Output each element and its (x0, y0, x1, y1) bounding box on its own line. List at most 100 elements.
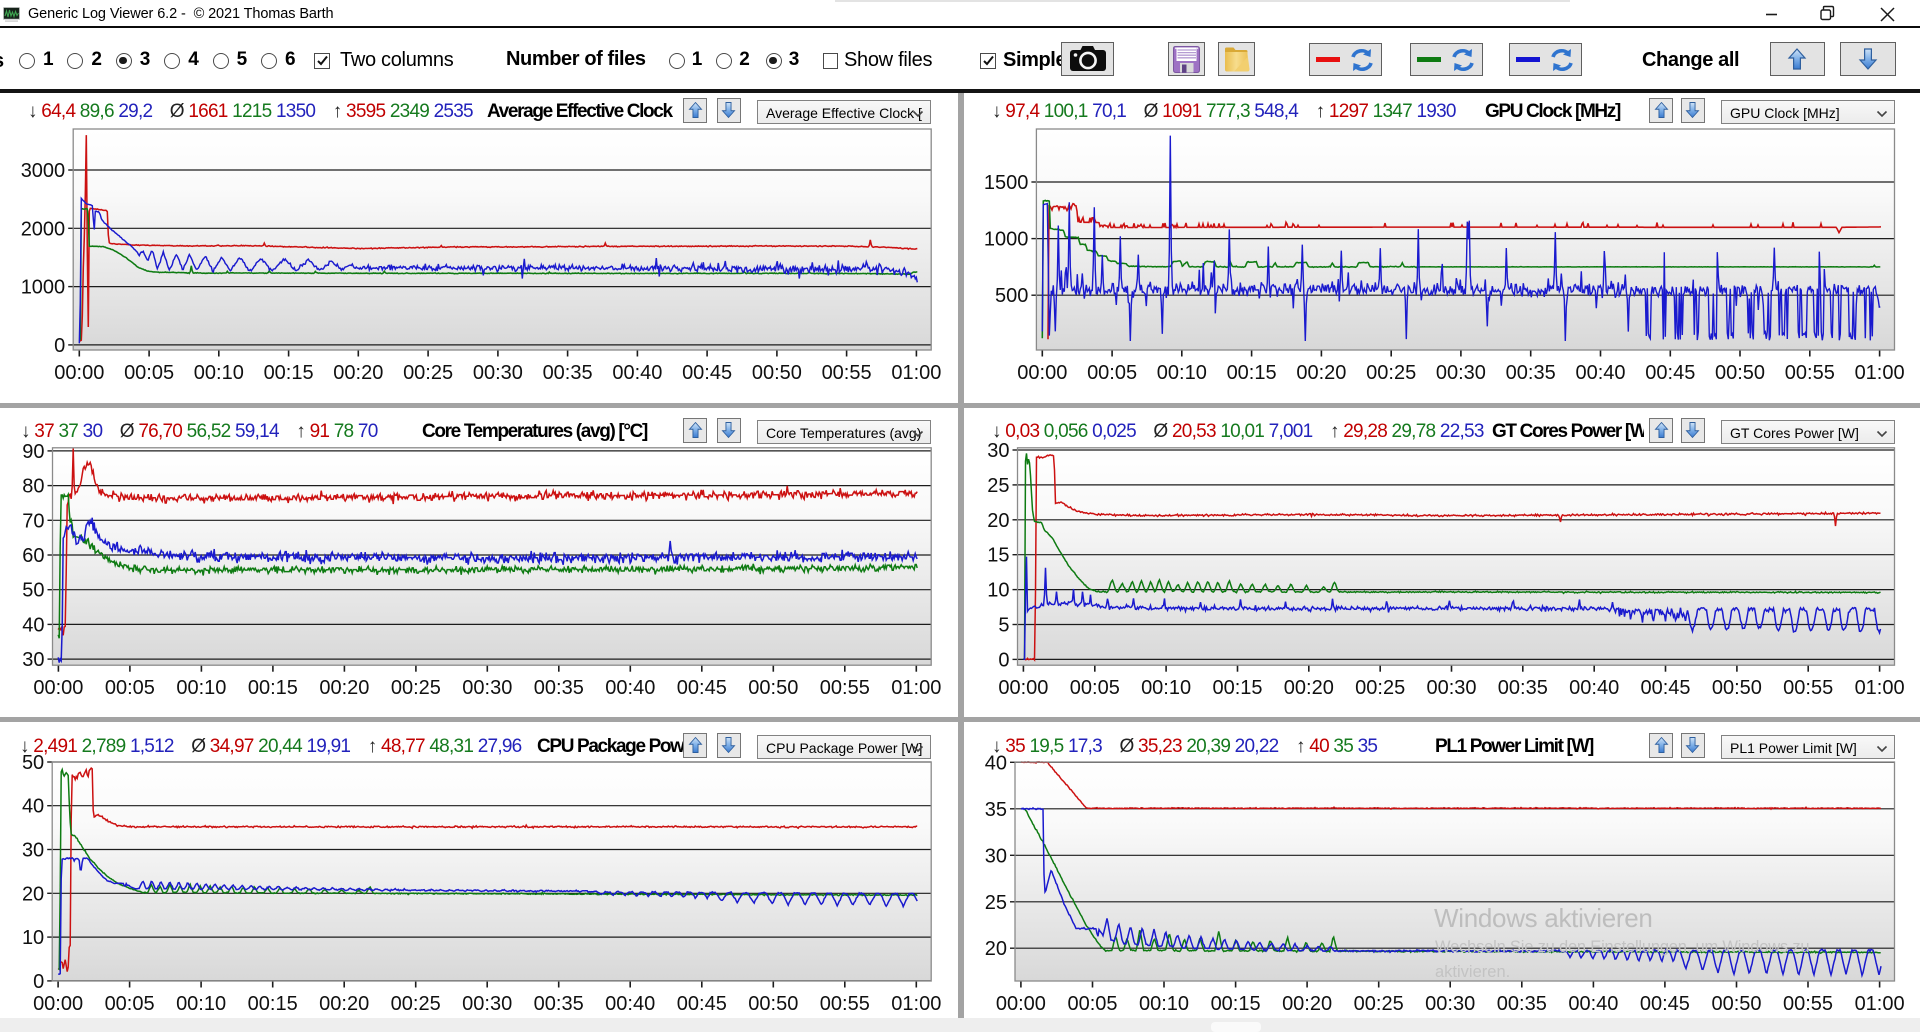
svg-text:00:50: 00:50 (748, 677, 798, 699)
svg-text:1500: 1500 (984, 172, 1029, 194)
svg-text:30: 30 (22, 840, 44, 862)
svg-text:01:00: 01:00 (891, 993, 941, 1015)
svg-text:0: 0 (54, 335, 65, 357)
svg-text:50: 50 (22, 752, 44, 774)
svg-text:00:05: 00:05 (1067, 993, 1117, 1015)
svg-text:00:25: 00:25 (391, 993, 441, 1015)
svg-text:00:40: 00:40 (605, 993, 655, 1015)
svg-text:00:45: 00:45 (677, 993, 727, 1015)
svg-text:00:25: 00:25 (1354, 993, 1404, 1015)
svg-text:00:45: 00:45 (677, 677, 727, 699)
svg-text:00:30: 00:30 (1436, 362, 1486, 384)
svg-text:00:00: 00:00 (996, 993, 1046, 1015)
svg-text:00:55: 00:55 (820, 677, 870, 699)
svg-text:01:00: 01:00 (891, 362, 941, 384)
svg-text:00:40: 00:40 (605, 677, 655, 699)
svg-text:00:00: 00:00 (998, 677, 1048, 699)
svg-text:00:25: 00:25 (1355, 677, 1405, 699)
svg-text:0: 0 (33, 971, 44, 993)
svg-text:00:45: 00:45 (1645, 362, 1695, 384)
svg-text:500: 500 (995, 285, 1028, 307)
svg-text:00:45: 00:45 (682, 362, 732, 384)
svg-text:00:20: 00:20 (319, 993, 369, 1015)
svg-text:00:45: 00:45 (1640, 677, 1690, 699)
svg-text:00:40: 00:40 (1575, 362, 1625, 384)
svg-text:00:00: 00:00 (1017, 362, 1067, 384)
svg-text:40: 40 (22, 614, 44, 636)
svg-text:60: 60 (22, 545, 44, 567)
svg-text:00:35: 00:35 (1506, 362, 1556, 384)
svg-text:20: 20 (985, 938, 1007, 960)
svg-text:50: 50 (22, 580, 44, 602)
svg-text:00:15: 00:15 (248, 993, 298, 1015)
svg-text:30: 30 (985, 845, 1007, 867)
svg-text:80: 80 (22, 476, 44, 498)
svg-text:00:55: 00:55 (822, 362, 872, 384)
svg-text:00:30: 00:30 (462, 993, 512, 1015)
svg-text:00:10: 00:10 (1157, 362, 1207, 384)
svg-text:1000: 1000 (21, 277, 66, 299)
svg-text:00:20: 00:20 (319, 677, 369, 699)
svg-text:00:35: 00:35 (543, 362, 593, 384)
svg-text:00:25: 00:25 (1366, 362, 1416, 384)
svg-text:00:20: 00:20 (333, 362, 383, 384)
svg-text:00:10: 00:10 (176, 677, 226, 699)
svg-text:00:00: 00:00 (33, 677, 83, 699)
svg-text:00:00: 00:00 (54, 362, 104, 384)
svg-text:01:00: 01:00 (1855, 993, 1905, 1015)
svg-text:00:50: 00:50 (752, 362, 802, 384)
svg-text:00:15: 00:15 (1211, 993, 1261, 1015)
svg-text:15: 15 (987, 545, 1009, 567)
svg-text:00:00: 00:00 (33, 993, 83, 1015)
svg-text:00:45: 00:45 (1640, 993, 1690, 1015)
svg-text:00:50: 00:50 (1711, 993, 1761, 1015)
svg-text:1000: 1000 (984, 229, 1029, 251)
svg-text:0: 0 (998, 649, 1009, 671)
svg-text:40: 40 (985, 752, 1007, 774)
svg-text:00:55: 00:55 (1783, 993, 1833, 1015)
svg-text:00:05: 00:05 (1070, 677, 1120, 699)
svg-text:00:35: 00:35 (1497, 993, 1547, 1015)
svg-text:00:05: 00:05 (1087, 362, 1137, 384)
svg-text:00:30: 00:30 (1425, 993, 1475, 1015)
svg-text:40: 40 (22, 796, 44, 818)
svg-text:00:15: 00:15 (1227, 362, 1277, 384)
svg-text:10: 10 (987, 580, 1009, 602)
svg-text:30: 30 (987, 440, 1009, 462)
svg-text:00:40: 00:40 (1568, 993, 1618, 1015)
svg-text:00:10: 00:10 (1141, 677, 1191, 699)
svg-text:00:25: 00:25 (391, 677, 441, 699)
svg-text:00:15: 00:15 (248, 677, 298, 699)
svg-text:00:20: 00:20 (1282, 993, 1332, 1015)
svg-text:00:30: 00:30 (1426, 677, 1476, 699)
svg-text:10: 10 (22, 927, 44, 949)
svg-text:20: 20 (22, 883, 44, 905)
svg-text:00:15: 00:15 (264, 362, 314, 384)
svg-text:00:25: 00:25 (403, 362, 453, 384)
svg-text:00:30: 00:30 (473, 362, 523, 384)
svg-text:00:10: 00:10 (194, 362, 244, 384)
svg-text:25: 25 (985, 892, 1007, 914)
svg-text:00:35: 00:35 (534, 677, 584, 699)
svg-text:00:55: 00:55 (820, 993, 870, 1015)
svg-text:5: 5 (998, 615, 1009, 637)
svg-text:00:20: 00:20 (1284, 677, 1334, 699)
svg-text:2000: 2000 (21, 218, 66, 240)
svg-text:01:00: 01:00 (1855, 362, 1905, 384)
svg-text:00:50: 00:50 (748, 993, 798, 1015)
svg-text:00:35: 00:35 (534, 993, 584, 1015)
svg-text:00:20: 00:20 (1296, 362, 1346, 384)
svg-text:00:35: 00:35 (1498, 677, 1548, 699)
svg-text:00:15: 00:15 (1212, 677, 1262, 699)
svg-text:00:55: 00:55 (1783, 677, 1833, 699)
svg-text:35: 35 (985, 799, 1007, 821)
svg-text:00:50: 00:50 (1712, 677, 1762, 699)
svg-text:3000: 3000 (21, 160, 66, 182)
svg-text:00:50: 00:50 (1715, 362, 1765, 384)
svg-text:70: 70 (22, 510, 44, 532)
svg-text:01:00: 01:00 (891, 677, 941, 699)
svg-text:00:30: 00:30 (462, 677, 512, 699)
svg-text:00:40: 00:40 (1569, 677, 1619, 699)
svg-text:00:10: 00:10 (176, 993, 226, 1015)
svg-text:20: 20 (987, 510, 1009, 532)
